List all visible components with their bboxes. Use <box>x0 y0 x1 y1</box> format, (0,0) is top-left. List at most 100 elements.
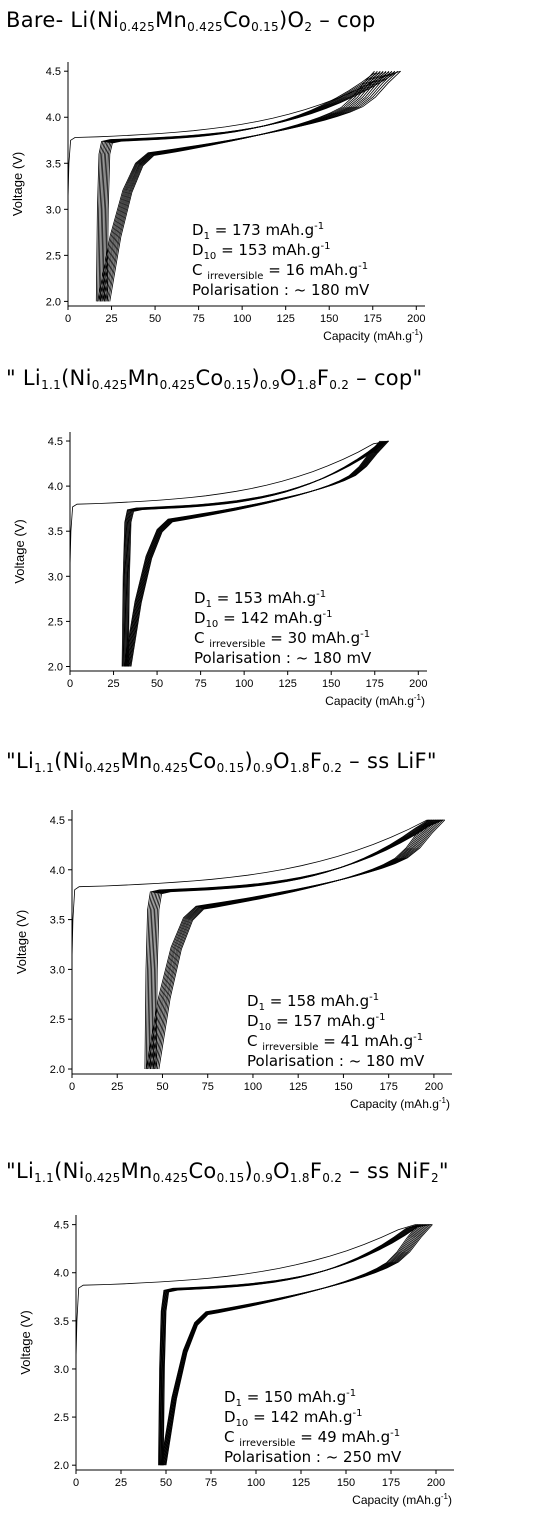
discharge-curve <box>164 1224 422 1466</box>
discharge-curve <box>106 70 381 302</box>
y-axis-label: Voltage (V) <box>10 152 25 216</box>
y-tick-label: 3.5 <box>54 1316 69 1328</box>
annotation: Polarisation : ~ 180 mV <box>192 281 370 299</box>
y-tick-label: 3.5 <box>48 526 63 538</box>
x-tick-label: 0 <box>69 1081 75 1093</box>
discharge-curve <box>97 70 401 302</box>
chart-title-part: "Li <box>6 1159 35 1183</box>
annotation: D1 = 158 mAh.g-1 <box>247 992 379 1013</box>
x-tick-label: 0 <box>65 313 71 325</box>
annotation: Polarisation : ~ 180 mV <box>247 1052 425 1070</box>
chart-title-part: 0.15 <box>251 20 279 34</box>
y-tick-label: 4.0 <box>50 865 65 877</box>
charge-curve <box>123 441 387 667</box>
x-tick-label: 200 <box>407 313 425 325</box>
x-tick-label: 125 <box>289 1081 307 1093</box>
y-tick-label: 2.5 <box>48 616 63 628</box>
x-tick-label: 0 <box>73 1477 79 1489</box>
charge-curve <box>125 441 384 667</box>
chart-title-part: 0.425 <box>187 20 223 34</box>
charge-curve <box>75 1224 433 1360</box>
y-tick-label: 3.5 <box>46 158 61 170</box>
annotation-rest: = 153 mAh.g <box>212 589 316 607</box>
chart-title-part: 0.2 <box>322 761 343 775</box>
cycle-curves <box>67 70 401 302</box>
discharge-curve <box>160 1224 433 1466</box>
chart-title-part: 0.425 <box>152 1171 189 1185</box>
y-tick-label: 2.0 <box>48 661 63 673</box>
discharge-curve <box>125 440 387 667</box>
discharge-curve <box>98 70 398 302</box>
charge-curve <box>155 819 429 1070</box>
charge-curve <box>105 72 378 302</box>
charge-curve <box>71 819 445 960</box>
y-tick-label: 2.5 <box>54 1412 69 1424</box>
y-tick-label: 3.0 <box>48 571 63 583</box>
x-tick-label: 50 <box>149 313 161 325</box>
annotation-sub: 10 <box>259 1022 272 1033</box>
x-axis-label-end: ) <box>421 694 425 708</box>
x-tick-label: 100 <box>247 1477 265 1489</box>
charge-curve <box>95 71 398 302</box>
annotation-sup: -1 <box>322 609 332 620</box>
x-tick-label: 150 <box>322 678 340 690</box>
chart-title-part: 0.15 <box>216 1171 245 1185</box>
chart-title-part: – ss LiF" <box>342 749 437 773</box>
annotation-rest: = 157 mAh.g <box>271 1012 375 1030</box>
charge-curve <box>69 440 389 568</box>
chart-title-part: 0.15 <box>216 761 245 775</box>
discharge-curve <box>154 819 435 1070</box>
y-tick-label: 4.0 <box>48 481 63 493</box>
annotation-rest: = 158 mAh.g <box>265 992 369 1010</box>
chart-title-part: 0.425 <box>84 761 121 775</box>
annotation-main: C <box>192 261 207 279</box>
chart-title-part: Co <box>195 366 224 390</box>
chart-title-part: – ss NiF <box>342 1159 431 1183</box>
discharge-curve <box>151 819 438 1070</box>
discharge-curve <box>105 70 384 302</box>
discharge-curve <box>127 440 385 667</box>
annotation: C irreversible = 41 mAh.g-1 <box>247 1032 423 1053</box>
chart-title-part: 2 <box>304 20 313 34</box>
annotation-sup: -1 <box>352 1408 362 1419</box>
charge-curve <box>121 440 388 667</box>
y-tick-label: 2.0 <box>46 296 61 308</box>
charge-curve <box>154 819 431 1070</box>
x-tick-label: 125 <box>292 1477 310 1489</box>
x-axis-label-sup: -1 <box>412 328 420 337</box>
annotation: D10 = 157 mAh.g-1 <box>247 1012 385 1033</box>
chart-title-part: 1.1 <box>41 378 62 392</box>
charge-curve <box>127 442 381 667</box>
chart-title-part: 0.9 <box>253 1171 273 1185</box>
x-tick-label: 50 <box>156 1081 168 1093</box>
x-tick-label: 100 <box>244 1081 262 1093</box>
annotation-rest: = 30 mAh.g <box>265 629 360 647</box>
y-tick-label: 4.5 <box>54 1220 69 1232</box>
chart-title-part: (Ni <box>61 366 92 390</box>
annotation: D10 = 142 mAh.g-1 <box>224 1408 362 1429</box>
y-tick-label: 3.0 <box>46 204 61 216</box>
discharge-curve <box>109 70 375 302</box>
chart-title-part: 0.2 <box>329 378 350 392</box>
x-tick-label: 200 <box>409 678 427 690</box>
chart-title-part: F <box>316 366 330 390</box>
charge-curve <box>106 72 375 302</box>
annotation-sup: -1 <box>346 1388 356 1399</box>
annotation-rest: = 41 mAh.g <box>318 1032 413 1050</box>
chart-title-part: F <box>309 749 323 773</box>
chart-title-part: Co <box>188 749 217 773</box>
charge-curve <box>145 819 442 1070</box>
x-tick-label: 200 <box>427 1477 445 1489</box>
annotation-sup: -1 <box>390 1428 400 1439</box>
x-axis-label-sup: -1 <box>441 1492 449 1501</box>
annotation: D1 = 153 mAh.g-1 <box>194 589 326 610</box>
discharge-curve <box>108 70 378 302</box>
annotation: D10 = 153 mAh.g-1 <box>192 241 330 262</box>
charge-curve <box>160 1224 425 1466</box>
discharge-curve <box>129 440 382 667</box>
x-tick-label: 150 <box>320 313 338 325</box>
annotation-main: Polarisation : ~ 180 mV <box>192 281 370 299</box>
discharge-curve <box>152 819 436 1070</box>
x-tick-label: 75 <box>192 313 204 325</box>
x-axis-label-main: Capacity (mAh.g <box>352 1493 441 1507</box>
